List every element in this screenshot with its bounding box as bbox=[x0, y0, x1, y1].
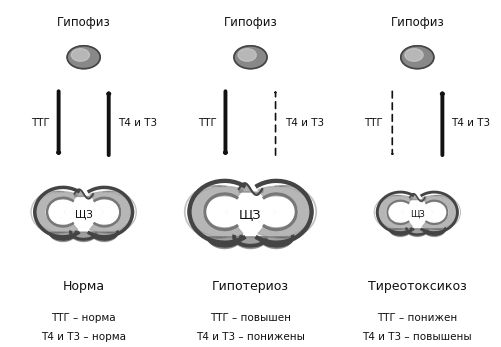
Wedge shape bbox=[422, 196, 458, 229]
Circle shape bbox=[401, 46, 434, 69]
Circle shape bbox=[238, 49, 257, 61]
Text: Гипотериоз: Гипотериоз bbox=[212, 280, 289, 293]
Wedge shape bbox=[423, 229, 445, 236]
Text: Гипофиз: Гипофиз bbox=[223, 16, 278, 29]
Wedge shape bbox=[46, 201, 73, 224]
Text: Т4 и Т3 – повышены: Т4 и Т3 – повышены bbox=[363, 332, 472, 342]
Text: Т4 и Т3: Т4 и Т3 bbox=[285, 118, 324, 128]
Text: ТТГ – понижен: ТТГ – понижен bbox=[377, 313, 457, 322]
Text: ЩЗ: ЩЗ bbox=[410, 210, 425, 219]
Circle shape bbox=[405, 49, 423, 61]
Wedge shape bbox=[260, 237, 293, 248]
Wedge shape bbox=[34, 192, 78, 232]
Text: Тиреотоксикоз: Тиреотоксикоз bbox=[368, 280, 467, 293]
Wedge shape bbox=[90, 192, 134, 232]
Text: Т4 и Т3: Т4 и Т3 bbox=[451, 118, 490, 128]
Circle shape bbox=[234, 46, 267, 69]
Wedge shape bbox=[203, 197, 237, 226]
Text: Норма: Норма bbox=[63, 280, 105, 293]
Circle shape bbox=[71, 49, 90, 61]
Wedge shape bbox=[95, 201, 121, 224]
Text: ТТГ: ТТГ bbox=[31, 118, 50, 128]
Wedge shape bbox=[406, 229, 428, 236]
Wedge shape bbox=[91, 232, 118, 242]
Wedge shape bbox=[208, 237, 241, 248]
Wedge shape bbox=[188, 186, 243, 237]
Text: ТТГ: ТТГ bbox=[198, 118, 216, 128]
Wedge shape bbox=[50, 232, 77, 242]
Wedge shape bbox=[258, 186, 313, 237]
Wedge shape bbox=[426, 203, 448, 222]
Text: ТТГ: ТТГ bbox=[365, 118, 383, 128]
Circle shape bbox=[67, 46, 100, 69]
Text: Т4 и Т3 – понижены: Т4 и Т3 – понижены bbox=[196, 332, 305, 342]
Text: ТТГ – норма: ТТГ – норма bbox=[52, 313, 116, 322]
Text: ЩЗ: ЩЗ bbox=[75, 210, 93, 220]
Wedge shape bbox=[264, 197, 298, 226]
Text: Гипофиз: Гипофиз bbox=[57, 16, 111, 29]
Wedge shape bbox=[389, 229, 411, 236]
Wedge shape bbox=[387, 203, 408, 222]
Text: Т4 и Т3: Т4 и Т3 bbox=[118, 118, 157, 128]
Text: ЩЗ: ЩЗ bbox=[239, 209, 262, 221]
Text: Т4 и Т3 – норма: Т4 и Т3 – норма bbox=[41, 332, 126, 342]
Wedge shape bbox=[233, 237, 268, 248]
Text: Гипофиз: Гипофиз bbox=[390, 16, 444, 29]
Wedge shape bbox=[70, 232, 97, 242]
Text: ТТГ – повышен: ТТГ – повышен bbox=[210, 313, 291, 322]
Wedge shape bbox=[376, 196, 412, 229]
